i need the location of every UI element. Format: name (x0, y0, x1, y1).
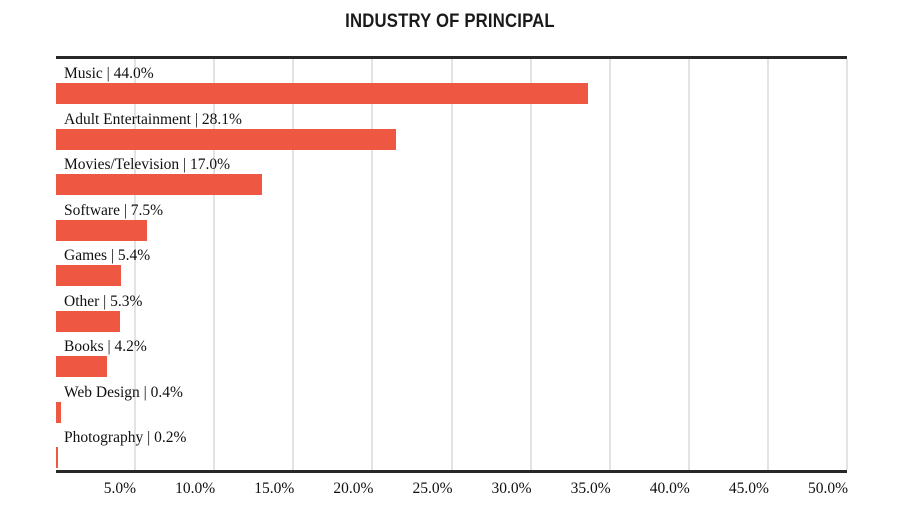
gridline (529, 59, 532, 470)
bar-label: Software | 7.5% (64, 201, 164, 219)
x-axis-tick-label: 5.0% (103, 480, 137, 497)
x-axis-tick-label: 10.0% (175, 480, 216, 497)
x-axis-tick-label: 25.0% (412, 480, 453, 497)
bar (56, 128, 396, 150)
bar (56, 447, 59, 468)
x-axis-tick-label: 45.0% (728, 480, 769, 497)
gridline (292, 59, 295, 470)
x-axis-tick-label: 30.0% (491, 480, 532, 497)
bar-label: Web Design | 0.4% (64, 383, 183, 401)
x-axis-tick-label: 20.0% (333, 480, 374, 497)
bar-label: Other | 5.3% (64, 292, 143, 310)
chart-title: INDUSTRY OF PRINCIPAL (345, 11, 555, 32)
plot-area: Music | 44.0% Adult Entertainment | 28.1%… (56, 56, 848, 473)
x-axis-tick-label: 50.0% (807, 480, 848, 497)
x-axis-tick-label: 35.0% (570, 480, 611, 497)
bar (56, 219, 147, 241)
x-axis-tick-label: 15.0% (254, 480, 295, 497)
bar-label: Photography | 0.2% (64, 429, 187, 446)
gridline (687, 59, 690, 470)
bar-label: Books | 4.2% (64, 338, 147, 355)
bar (56, 356, 107, 377)
gridline (766, 59, 769, 470)
x-axis-tick-label: 40.0% (649, 480, 690, 497)
bar (56, 174, 262, 195)
bar-label: Music | 44.0% (64, 65, 154, 82)
gridline (846, 59, 848, 470)
gridline (450, 59, 453, 470)
bar-label: Games | 5.4% (64, 247, 151, 264)
gridline (371, 59, 374, 470)
bar (56, 265, 122, 286)
gridline (134, 59, 137, 470)
gridline (608, 59, 611, 470)
gridline (213, 59, 216, 470)
bar (56, 310, 121, 332)
x-axis-labels: 5.0% 10.0% 15.0% 20.0% 25.0% 30.0% 35.0% 40.0% 4… (56, 473, 848, 499)
bar (56, 401, 61, 423)
bar-label: Movies/Television | 17.0% (64, 156, 231, 173)
bar (56, 83, 588, 104)
bar-label: Adult Entertainment | 28.1% (64, 110, 242, 128)
